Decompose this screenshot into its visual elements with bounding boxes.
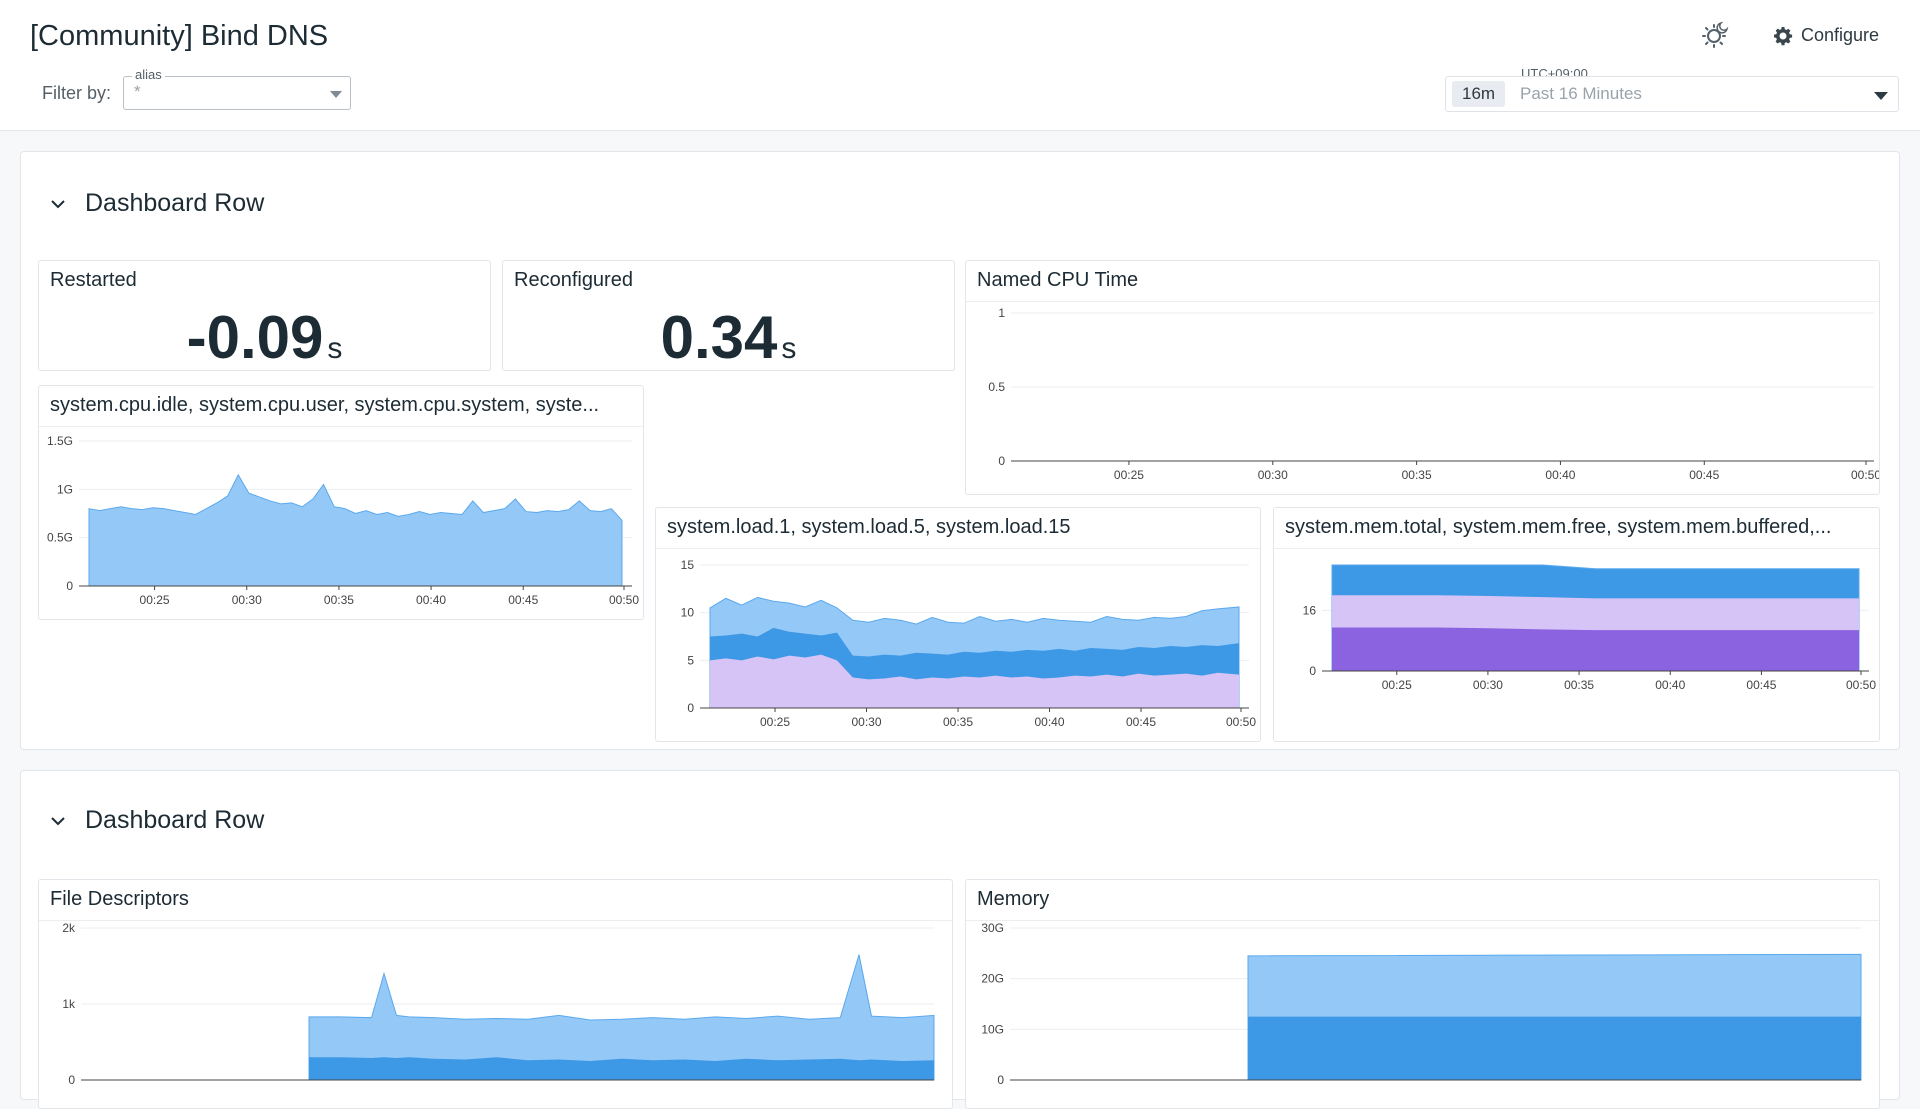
widget-title: Restarted — [50, 269, 137, 291]
x-tick-label: 00:45 — [1746, 678, 1776, 692]
y-tick-label: 10 — [681, 606, 695, 620]
divider — [966, 920, 1879, 921]
x-tick-label: 00:45 — [1689, 468, 1719, 482]
memory-widget[interactable]: Memory 0 10G 20G 30G — [965, 879, 1880, 1109]
alias-filter-legend: alias — [132, 67, 165, 82]
y-tick-label: 0 — [66, 579, 73, 593]
reconfigured-widget[interactable]: Reconfigured 0.34 s — [502, 260, 955, 371]
y-tick-label: 1 — [998, 306, 1005, 320]
x-tick-label: 00:25 — [760, 715, 790, 729]
y-tick-label: 0 — [998, 454, 1005, 468]
row-toggle[interactable]: Dashboard Row — [49, 806, 264, 835]
x-tick-label: 00:30 — [1473, 678, 1503, 692]
restarted-widget[interactable]: Restarted -0.09 s — [38, 260, 491, 371]
named-cpu-widget[interactable]: Named CPU Time 0 0.5 1 00:25 00:30 00:35 00:40… — [965, 260, 1880, 495]
configure-label: Configure — [1801, 25, 1880, 45]
x-tick-label: 00:50 — [609, 593, 639, 607]
x-tick-label: 00:45 — [1126, 715, 1156, 729]
x-tick-label: 00:30 — [1258, 468, 1288, 482]
configure-button[interactable]: Configure — [1773, 25, 1879, 46]
chevron-down-icon — [330, 91, 342, 98]
y-tick-label: 16 — [1303, 603, 1317, 617]
y-tick-label: 2k — [62, 921, 76, 935]
x-tick-label: 00:35 — [1402, 468, 1432, 482]
y-tick-label: 1.5G — [47, 434, 73, 448]
page-title: [Community] Bind DNS — [30, 20, 329, 52]
x-tick-label: 00:25 — [1382, 678, 1412, 692]
query-value: 0.34 s — [503, 303, 954, 371]
y-tick-label: 10G — [981, 1022, 1004, 1036]
x-tick-label: 00:50 — [1226, 715, 1256, 729]
x-tick-label: 00:40 — [1035, 715, 1065, 729]
x-tick-label: 00:40 — [1655, 678, 1685, 692]
x-tick-label: 00:35 — [1564, 678, 1594, 692]
x-tick-label: 00:40 — [1545, 468, 1575, 482]
file-descriptors-widget[interactable]: File Descriptors 0 1k 2k — [38, 879, 953, 1109]
named-cpu-chart: 0 0.5 1 00:25 00:30 00:35 00:40 00:45 00:50 — [988, 306, 1879, 482]
file-descriptors-chart: 0 1k 2k — [62, 921, 935, 1087]
row-title: Dashboard Row — [85, 189, 265, 217]
series-area-0 — [710, 654, 1239, 708]
mem-chart: 0 16 00:25 00:30 00:35 00:40 00:45 00:50 — [1303, 564, 1876, 692]
alias-filter-value: * — [134, 82, 141, 101]
y-tick-label: 0 — [1309, 664, 1316, 678]
dashboard-header: [Community] Bind DNS Filter by: alias * … — [0, 0, 1920, 131]
cpu-chart: 0 0.5G 1G 1.5G 00:25 00:30 00:35 00:40 00:45 00:5… — [47, 434, 639, 607]
x-tick-label: 00:50 — [1851, 468, 1879, 482]
divider — [1274, 548, 1879, 549]
chevron-down-icon — [1874, 92, 1888, 100]
y-tick-label: 0 — [997, 1073, 1004, 1087]
time-range-picker[interactable]: 16m Past 16 Minutes — [1445, 76, 1899, 112]
mem-widget[interactable]: system.mem.total, system.mem.free, syste… — [1273, 507, 1880, 742]
x-tick-label: 00:35 — [943, 715, 973, 729]
x-tick-label: 00:50 — [1846, 678, 1876, 692]
row-title: Dashboard Row — [85, 806, 265, 834]
series-area-0 — [1332, 627, 1859, 671]
row-toggle[interactable]: Dashboard Row — [49, 189, 264, 218]
filter-label: Filter by: — [42, 83, 112, 103]
x-tick-label: 00:25 — [140, 593, 170, 607]
alias-filter-select[interactable]: alias * — [123, 67, 351, 110]
y-tick-label: 0 — [687, 701, 694, 715]
divider — [39, 426, 643, 427]
load-chart: 0 5 10 15 00:25 00:30 00:35 00:40 00:45 00:50 — [681, 558, 1257, 729]
y-tick-label: 1G — [57, 482, 73, 496]
divider — [966, 301, 1879, 302]
y-tick-label: 0 — [68, 1073, 75, 1087]
divider — [39, 920, 952, 921]
gear-icon — [1774, 26, 1793, 45]
series-area-0 — [1248, 1016, 1861, 1080]
x-tick-label: 00:45 — [508, 593, 538, 607]
reconfigured-unit: s — [781, 332, 797, 365]
chevron-down-icon — [51, 816, 65, 825]
y-tick-label: 30G — [981, 921, 1004, 935]
chevron-down-icon — [51, 199, 65, 208]
time-range-badge: 16m — [1452, 81, 1506, 107]
series-area-0 — [88, 473, 623, 587]
restarted-value: -0.09 — [186, 304, 324, 371]
y-tick-label: 20G — [981, 972, 1004, 986]
x-tick-label: 00:35 — [324, 593, 354, 607]
cpu-widget[interactable]: system.cpu.idle, system.cpu.user, system… — [38, 385, 644, 620]
series-area-0 — [309, 1057, 934, 1080]
y-tick-label: 1k — [62, 997, 76, 1011]
time-range-text: Past 16 Minutes — [1520, 84, 1642, 103]
x-tick-label: 00:40 — [416, 593, 446, 607]
y-tick-label: 15 — [681, 558, 695, 572]
y-tick-label: 0.5G — [47, 531, 73, 545]
load-widget[interactable]: system.load.1, system.load.5, system.loa… — [655, 507, 1261, 742]
x-tick-label: 00:30 — [852, 715, 882, 729]
x-tick-label: 00:25 — [1114, 468, 1144, 482]
restarted-unit: s — [327, 332, 343, 365]
reconfigured-value: 0.34 — [660, 304, 778, 371]
widget-title: Reconfigured — [514, 269, 633, 291]
y-tick-label: 5 — [687, 653, 694, 667]
y-tick-label: 0.5 — [988, 380, 1005, 394]
series-area-1 — [308, 954, 935, 1081]
query-value: -0.09 s — [39, 303, 490, 371]
theme-toggle-icon[interactable] — [1700, 20, 1730, 50]
x-tick-label: 00:30 — [232, 593, 262, 607]
memory-chart: 0 10G 20G 30G — [981, 921, 1862, 1087]
divider — [656, 548, 1260, 549]
